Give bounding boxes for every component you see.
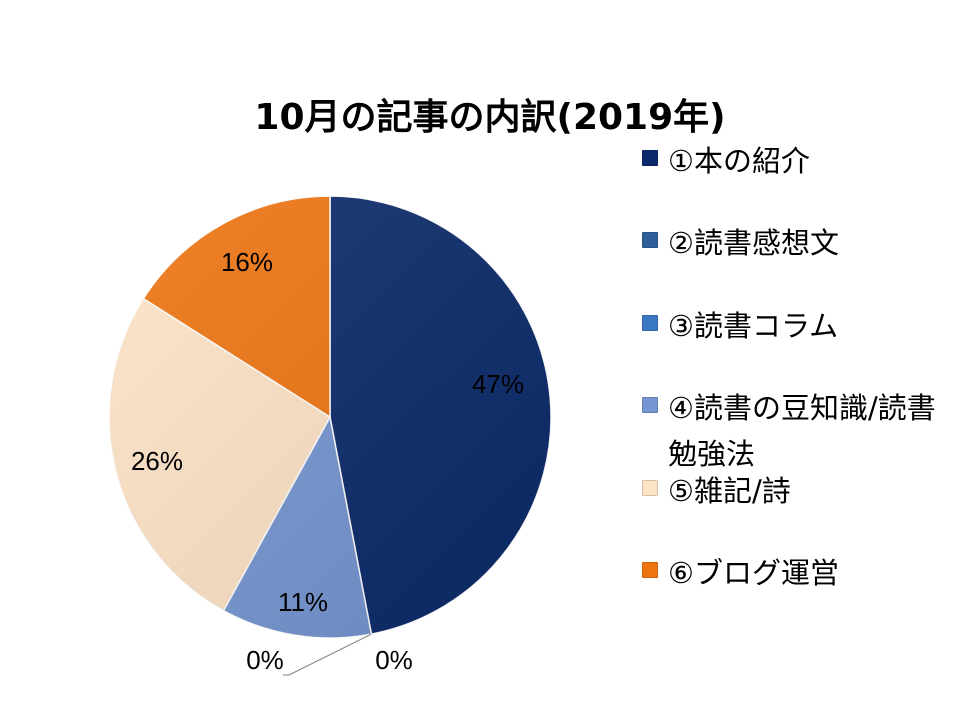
- legend-item-5: ⑤雑記/詩: [642, 468, 791, 514]
- legend-label: ④読書の豆知識/読書勉強法: [668, 391, 936, 471]
- legend-label: ①本の紹介: [668, 144, 810, 178]
- data-label-5: 26%: [131, 446, 183, 476]
- legend-label: ③読書コラム: [668, 309, 839, 343]
- chart-title: 10月の記事の内訳(2019年): [254, 97, 726, 138]
- legend-item-1: ①本の紹介: [642, 138, 810, 184]
- legend-label: ⑤雑記/詩: [668, 474, 791, 508]
- data-label-4: 11%: [278, 587, 328, 617]
- legend-item-3: ③読書コラム: [642, 303, 838, 349]
- leader-line-2: [283, 633, 372, 676]
- legend-swatch: [642, 397, 658, 413]
- legend-item-2: ②読書感想文: [642, 220, 839, 266]
- data-label-6: 16%: [221, 247, 273, 277]
- legend-swatch: [642, 150, 658, 166]
- data-label-1: 47%: [472, 369, 524, 399]
- legend-swatch: [642, 562, 658, 578]
- legend-label: ②読書感想文: [668, 226, 839, 260]
- legend-swatch: [642, 232, 658, 248]
- legend-swatch: [642, 315, 658, 331]
- legend-item-6: ⑥ブログ運営: [642, 550, 839, 596]
- legend-label: ⑥ブログ運営: [668, 556, 839, 590]
- legend-item-4: ④読書の豆知識/読書勉強法: [642, 385, 960, 477]
- data-label-2: 0%: [246, 645, 284, 675]
- legend-swatch: [642, 480, 658, 496]
- data-label-3: 0%: [375, 645, 413, 675]
- pie-slice-1: [329, 195, 552, 635]
